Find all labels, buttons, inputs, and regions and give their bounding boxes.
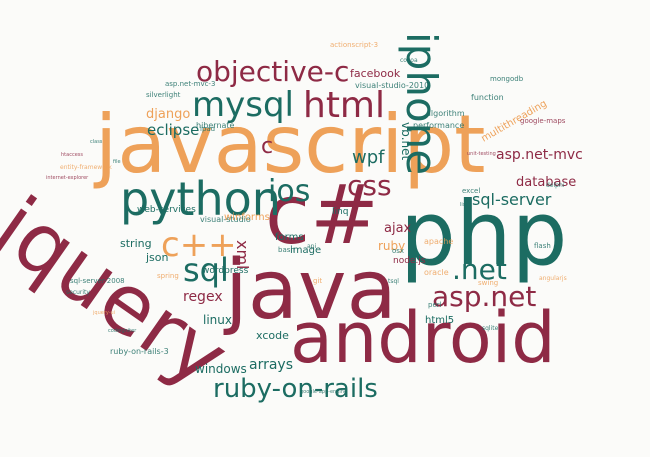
word-android: android [290, 297, 556, 379]
word-c: c [261, 134, 274, 159]
word-dot-net: .net [452, 253, 507, 286]
word-python: python [120, 172, 281, 226]
word-vb-dot-net: vb.net [399, 122, 413, 161]
word-actionscript-3: actionscript-3 [330, 41, 379, 49]
word-arrays: arrays [249, 357, 294, 373]
word-java: java [225, 243, 397, 338]
word-linq: linq [332, 207, 349, 217]
word-objective-c: objective-c [196, 55, 350, 88]
word-jquery-ui: jquery-ui [93, 310, 116, 316]
word-list: list [460, 202, 468, 208]
word-hibernate: hibernate [196, 121, 235, 130]
word-silverlight: silverlight [146, 91, 181, 99]
word-sql-server: sql-server [472, 190, 552, 209]
word-google-maps: google-maps [520, 117, 566, 125]
word-performance: performance [413, 121, 465, 130]
word-flash: flash [534, 242, 551, 250]
word-asp-dot-net-mvc: asp.net-mvc [496, 147, 583, 163]
word-php: php [400, 182, 568, 285]
word-security: security [66, 289, 90, 296]
word-class: class [90, 139, 103, 145]
word-c-sharp: c# [265, 168, 379, 263]
word-image: image [290, 245, 322, 256]
word-database: database [516, 175, 577, 190]
word-winforms: winforms [224, 212, 270, 223]
word-django: django [146, 107, 191, 122]
word-function: function [471, 93, 504, 102]
word-node-dot-js: node.js [393, 256, 426, 266]
word-sqlite: sqlite [482, 325, 499, 332]
word-api: api [307, 243, 317, 250]
word-ruby: ruby [378, 239, 406, 253]
word-swing: swing [478, 279, 499, 287]
word-web-services: web-services [137, 205, 196, 215]
word-css: css [347, 169, 392, 202]
word-windows: windows [195, 362, 247, 376]
word-eclipse: eclipse [147, 121, 200, 139]
word-wpf: wpf [352, 147, 385, 168]
word-file: file [113, 159, 121, 165]
word-ajax: ajax [384, 221, 412, 236]
word-delphi: delphi [546, 182, 565, 189]
word-angularjs: angularjs [539, 275, 567, 282]
word-tsql: tsql [388, 278, 399, 285]
word-visual-studio-2010: visual-studio-2010 [355, 81, 430, 90]
word-spring: spring [157, 272, 179, 280]
word-facebook: facebook [350, 67, 401, 80]
word-string: string [120, 237, 152, 250]
word-sql: sql [183, 251, 229, 289]
word-unit-testing: unit-testing [467, 151, 496, 157]
word-perl: perl [428, 301, 442, 309]
word-regex: regex [183, 289, 223, 305]
word-mongodb: mongodb [490, 75, 524, 83]
word-algorithm: algorithm [426, 109, 465, 118]
word-ios: ios [268, 174, 311, 209]
word-bash: bash [278, 246, 295, 254]
word-google-app-engine: google-app-engine [300, 389, 348, 395]
word-asp-dot-net-mvc-3: asp.net-mvc-3 [165, 80, 216, 88]
word-git: git [313, 277, 323, 285]
word-asp-dot-net: asp.net [432, 280, 537, 313]
word-htaccess: htaccess [61, 152, 83, 158]
word-apache: apache [424, 237, 454, 246]
word-osx: osx [392, 247, 405, 255]
word-c-plus-plus: c++ [161, 225, 237, 265]
word-sql-server-2008: sql-server-2008 [70, 277, 125, 285]
word-ruby-on-rails-3: ruby-on-rails-3 [110, 347, 169, 356]
word-ipad: ipad [200, 125, 216, 133]
word-oracle: oracle [424, 268, 449, 277]
word-mysql: mysql [192, 85, 294, 125]
word-ruby-on-rails: ruby-on-rails [213, 374, 378, 404]
word-wordpress: wordpress [202, 266, 249, 276]
word-internet-explorer: internet-explorer [46, 175, 89, 181]
word-javascript: javascript [95, 98, 486, 191]
word-linux: linux [203, 313, 232, 327]
word-codeigniter: codeigniter [108, 328, 137, 334]
word-html5: html5 [425, 315, 455, 326]
word-xcode: xcode [256, 329, 289, 342]
word-cocoa: cocoa [400, 57, 418, 64]
word-forms: forms [275, 232, 304, 243]
word-excel: excel [462, 187, 481, 195]
word-visual-studio: visual-studio [200, 215, 251, 224]
word-json: json [146, 251, 169, 264]
word-html: html [303, 85, 386, 126]
word-entity-framework: entity-framework [60, 164, 112, 171]
